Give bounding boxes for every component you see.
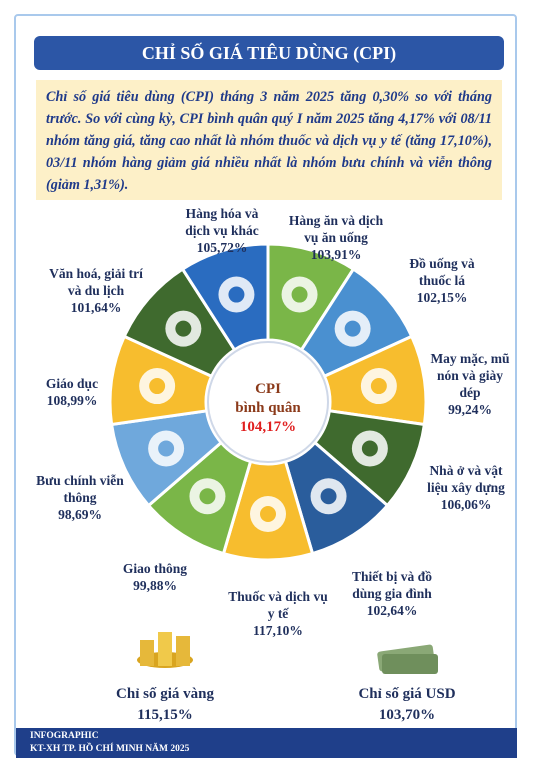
segment-label: Thiết bị và đồ dùng gia đình 102,64% <box>337 568 447 619</box>
segment-icon-dot <box>344 320 361 337</box>
segment-value: 101,64% <box>70 300 122 315</box>
segment-label: Nhà ở và vật liệu xây dựng <box>427 463 505 495</box>
center-value: 104,17% <box>239 419 297 435</box>
segment-label: Thiết bị và đồ dùng gia đình <box>352 569 432 601</box>
segment-value: 117,10% <box>253 623 303 638</box>
extra-value: 103,70% <box>378 707 436 723</box>
segment-value: 103,91% <box>310 247 362 262</box>
segment-icon-dot <box>320 488 337 505</box>
segment-icon-dot <box>199 488 216 505</box>
gold-index: Chỉ số giá vàng 115,15% <box>80 684 250 726</box>
segment-value: 105,72% <box>196 240 248 255</box>
segment-label: Thuốc và dịch vụ y tế 117,10% <box>228 588 328 639</box>
segment-value: 99,24% <box>448 402 492 417</box>
segment-label: Hàng ăn và dịch vụ ăn uống <box>288 213 384 245</box>
segment-icon-dot <box>260 506 276 522</box>
segment-label: Đồ uống và thuốc lá 102,15% <box>397 255 487 306</box>
center-line: CPI <box>255 381 281 397</box>
usd-index: Chỉ số giá USD 103,70% <box>322 684 492 726</box>
segment-label: Nhà ở và vật liệu xây dựng 106,06% <box>421 462 511 513</box>
segment-value: 106,06% <box>440 497 492 512</box>
segment-label: Đồ uống và thuốc lá <box>409 256 475 288</box>
segment-label: Bưu chính viễn thông 98,69% <box>30 472 130 523</box>
segment-label: Văn hoá, giải trí và du lịch 101,64% <box>41 265 151 316</box>
center-label: CPI bình quân 104,17% <box>208 380 328 437</box>
segment-label: Giáo dục 108,99% <box>27 375 117 409</box>
gold-icon <box>137 632 193 668</box>
extra-value: 115,15% <box>137 707 193 723</box>
segment-label: May mặc, mũ nón và giày dép <box>430 351 510 400</box>
segment-icon-dot <box>228 286 245 303</box>
segment-icon-dot <box>370 378 387 395</box>
extra-label: Chỉ số giá vàng <box>116 686 214 702</box>
segment-icon-dot <box>158 440 175 457</box>
segment-value: 102,15% <box>416 290 468 305</box>
segment-icon-dot <box>175 320 192 337</box>
center-line: bình quân <box>235 400 301 416</box>
segment-value: 98,69% <box>58 507 102 522</box>
segment-label: Giao thông 99,88% <box>110 560 200 594</box>
segment-label: Giáo dục <box>45 376 99 391</box>
footer: INFOGRAPHIC KT-XH TP. HỒ CHÍ MINH NĂM 20… <box>16 728 517 758</box>
segment-label: Hàng hóa và dịch vụ khác 105,72% <box>172 205 272 256</box>
usd-icon <box>377 644 438 674</box>
segment-label: Giao thông <box>122 561 188 576</box>
segment-icon-dot <box>291 286 308 303</box>
extra-label: Chỉ số giá USD <box>358 686 456 702</box>
segment-icon-dot <box>361 440 378 457</box>
segment-label: Văn hoá, giải trí và du lịch <box>49 266 143 298</box>
segment-label: May mặc, mũ nón và giày dép 99,24% <box>425 350 515 418</box>
footer-line: INFOGRAPHIC <box>30 731 99 741</box>
segment-value: 102,64% <box>366 603 418 618</box>
footer-line: KT-XH TP. HỒ CHÍ MINH NĂM 2025 <box>30 744 190 754</box>
center-disc <box>207 341 329 463</box>
segment-label: Hàng ăn và dịch vụ ăn uống 103,91% <box>281 212 391 263</box>
title: CHỈ SỐ GIÁ TIÊU DÙNG (CPI) <box>34 36 504 70</box>
segment-label: Hàng hóa và dịch vụ khác <box>185 206 259 238</box>
segment-icon-dot <box>149 378 166 395</box>
segment-label: Bưu chính viễn thông <box>36 473 124 505</box>
segment-label: Thuốc và dịch vụ y tế <box>228 589 328 621</box>
segment-value: 99,88% <box>133 578 177 593</box>
intro: Chỉ số giá tiêu dùng (CPI) tháng 3 năm 2… <box>36 80 502 200</box>
segment-value: 108,99% <box>46 393 98 408</box>
